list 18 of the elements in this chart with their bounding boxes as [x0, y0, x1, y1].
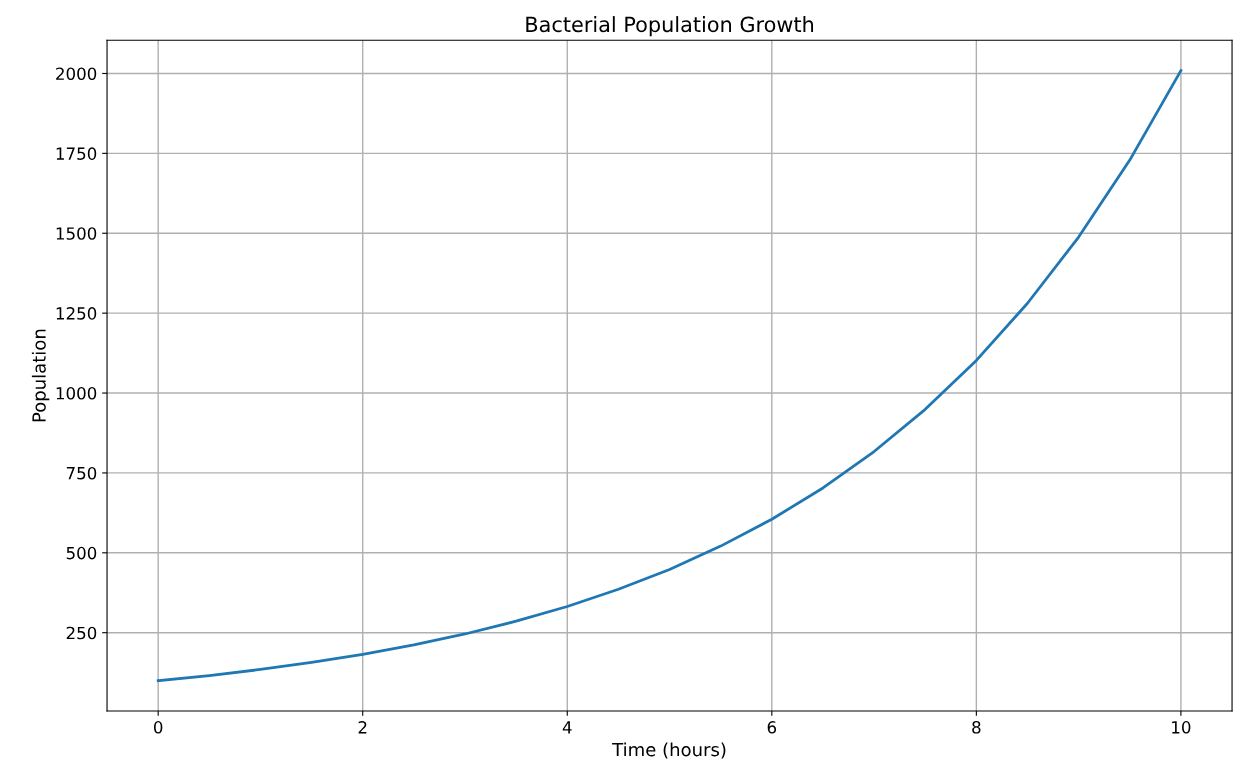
y-tick-label: 1000 — [56, 387, 97, 400]
y-tick-label: 1750 — [56, 147, 97, 160]
y-tick-label: 250 — [66, 626, 97, 640]
y-tick-label: 500 — [66, 546, 97, 560]
x-tick-label: 6 — [767, 721, 777, 734]
y-tick-label: 2000 — [56, 67, 97, 81]
x-tick-label: 4 — [562, 721, 572, 734]
y-axis-title: Population — [31, 329, 50, 422]
x-tick-label: 2 — [358, 721, 367, 734]
x-tick-label: 8 — [972, 721, 981, 734]
y-tick-label: 750 — [66, 466, 97, 480]
x-tick-label: 0 — [153, 721, 163, 734]
y-tick-label: 1500 — [56, 227, 97, 240]
line-series — [156, 69, 1183, 683]
chart-title: Bacterial Population Growth — [526, 16, 814, 37]
x-tick-label: 10 — [1172, 721, 1191, 734]
x-axis-title: Time (hours) — [612, 742, 726, 759]
y-tick-label: 1250 — [56, 307, 97, 320]
